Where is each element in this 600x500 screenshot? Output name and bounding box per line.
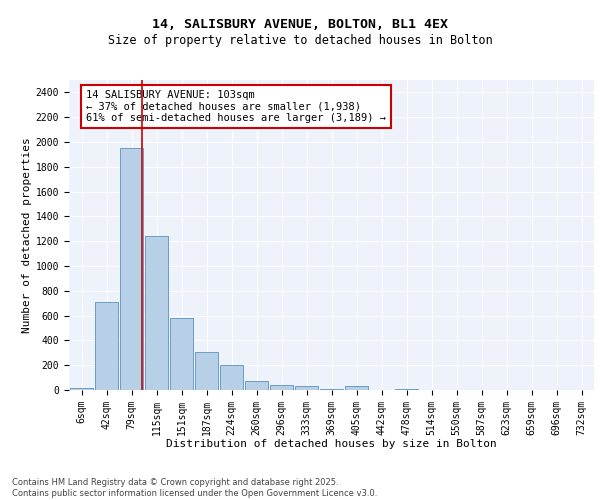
Bar: [345, 386, 368, 390]
Y-axis label: Number of detached properties: Number of detached properties: [22, 137, 32, 333]
X-axis label: Distribution of detached houses by size in Bolton: Distribution of detached houses by size …: [166, 439, 497, 449]
Text: Contains HM Land Registry data © Crown copyright and database right 2025.
Contai: Contains HM Land Registry data © Crown c…: [12, 478, 377, 498]
Bar: [145, 236, 168, 390]
Bar: [195, 352, 218, 390]
Bar: [270, 385, 293, 390]
Bar: [320, 389, 343, 390]
Bar: [170, 318, 193, 390]
Bar: [395, 389, 418, 390]
Bar: [220, 365, 243, 390]
Text: 14 SALISBURY AVENUE: 103sqm
← 37% of detached houses are smaller (1,938)
61% of : 14 SALISBURY AVENUE: 103sqm ← 37% of det…: [86, 90, 386, 123]
Bar: [95, 302, 118, 390]
Text: 14, SALISBURY AVENUE, BOLTON, BL1 4EX: 14, SALISBURY AVENUE, BOLTON, BL1 4EX: [152, 18, 448, 30]
Text: Size of property relative to detached houses in Bolton: Size of property relative to detached ho…: [107, 34, 493, 47]
Bar: [245, 380, 268, 390]
Bar: [120, 148, 143, 390]
Bar: [295, 386, 318, 390]
Bar: [70, 388, 93, 390]
